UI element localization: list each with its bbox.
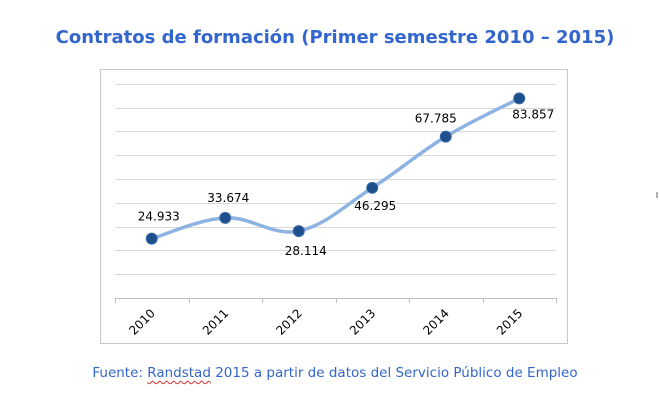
source-prefix: Fuente: — [92, 365, 148, 381]
data-label: 33.674 — [207, 191, 249, 205]
data-label: 24.933 — [138, 210, 180, 224]
data-point — [219, 211, 232, 224]
x-tick-label: 2014 — [420, 306, 451, 337]
data-point — [439, 130, 452, 143]
x-tick-label: 2012 — [273, 306, 304, 337]
stray-mark — [656, 192, 658, 198]
source-suffix: 2015 a partir de datos del Servicio Públ… — [210, 365, 578, 381]
chart-title: Contratos de formación (Primer semestre … — [55, 27, 615, 48]
data-label: 67.785 — [415, 112, 457, 126]
data-point — [145, 232, 158, 245]
source-note: Fuente: Randstad 2015 a partir de datos … — [0, 365, 660, 381]
data-label: 28.114 — [285, 244, 327, 258]
data-point — [366, 181, 379, 194]
source-brand: Randstad — [147, 365, 211, 381]
x-tick-label: 2013 — [347, 306, 378, 337]
series-line — [150, 96, 521, 241]
data-point — [292, 225, 305, 238]
data-label: 83.857 — [512, 107, 554, 121]
x-tick-label: 2011 — [200, 306, 231, 337]
x-tick-label: 2015 — [494, 306, 525, 337]
x-tick-label: 2010 — [126, 306, 157, 337]
data-point — [513, 92, 526, 105]
data-label: 46.295 — [354, 199, 396, 213]
